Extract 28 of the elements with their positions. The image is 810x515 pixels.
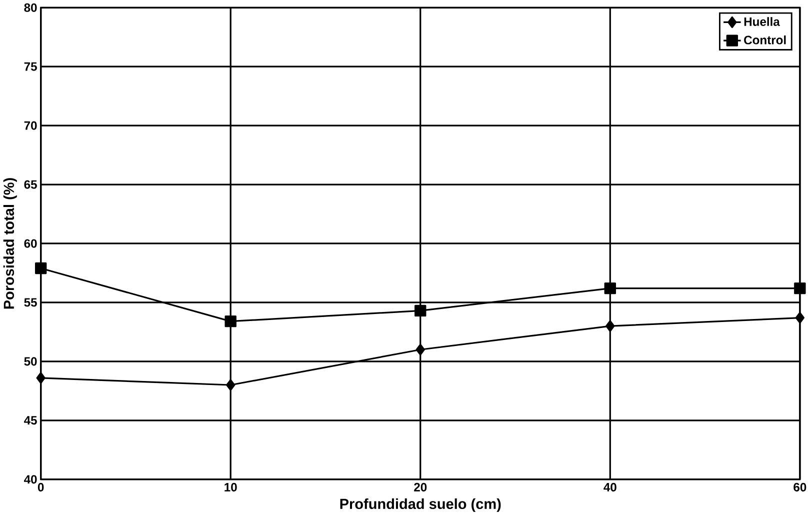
legend-label: Huella <box>744 16 780 26</box>
y-tick-label: 55 <box>24 298 37 307</box>
point <box>606 320 615 332</box>
y-tick-label: 70 <box>24 121 37 130</box>
point <box>416 344 425 356</box>
x-tick-label: 0 <box>38 482 44 492</box>
point <box>34 262 47 274</box>
x-tick-label: 10 <box>224 482 237 492</box>
y-tick-label: 50 <box>24 357 37 366</box>
y-tick-label: 80 <box>24 3 37 12</box>
point <box>36 372 46 384</box>
y-tick-label: 65 <box>24 180 37 189</box>
x-tick-label: 20 <box>414 482 427 492</box>
point <box>224 315 236 328</box>
legend-label: Control <box>744 35 786 44</box>
x-tick-label: 60 <box>794 482 806 492</box>
y-tick-label: 75 <box>24 62 37 71</box>
x-axis-title: Profundidad suelo (cm) <box>340 498 501 512</box>
y-tick-label: 40 <box>24 474 37 484</box>
y-tick-label: 45 <box>24 416 37 424</box>
point <box>604 282 616 294</box>
point <box>226 379 236 391</box>
y-tick-label: 60 <box>24 239 37 248</box>
point <box>794 282 806 294</box>
point <box>414 304 426 316</box>
point <box>795 312 804 324</box>
x-tick-label: 40 <box>604 482 616 492</box>
y-axis-title: Porosidad total (%) <box>3 178 17 309</box>
